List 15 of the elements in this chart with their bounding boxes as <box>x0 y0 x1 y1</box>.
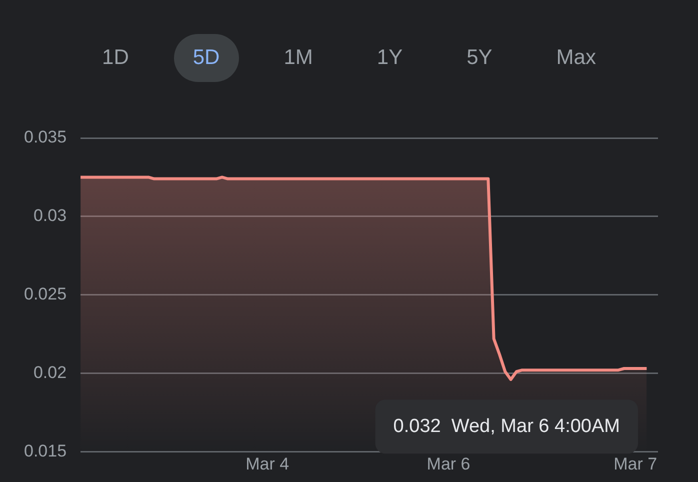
y-tick-label: 0.03 <box>33 206 67 226</box>
annotation: 0.032 Wed, Mar 6 4:00AM <box>393 416 620 437</box>
text: 1M <box>282 45 314 71</box>
text: 5D <box>174 34 239 82</box>
x-tick-label: Mar 4 <box>246 454 290 474</box>
y-tick-label: 0.015 <box>24 441 67 460</box>
y-tick-label: 0.025 <box>24 284 67 304</box>
text: 5Y <box>466 45 494 71</box>
x-tick-label: Mar 7 <box>614 454 658 474</box>
text: Max <box>555 45 597 71</box>
x-tick-label: Mar 6 <box>426 454 470 474</box>
text: 1Y <box>376 45 404 71</box>
y-tick-label: 0.02 <box>33 362 67 382</box>
text: 1D <box>101 45 130 71</box>
y-tick-label: 0.035 <box>24 128 67 147</box>
